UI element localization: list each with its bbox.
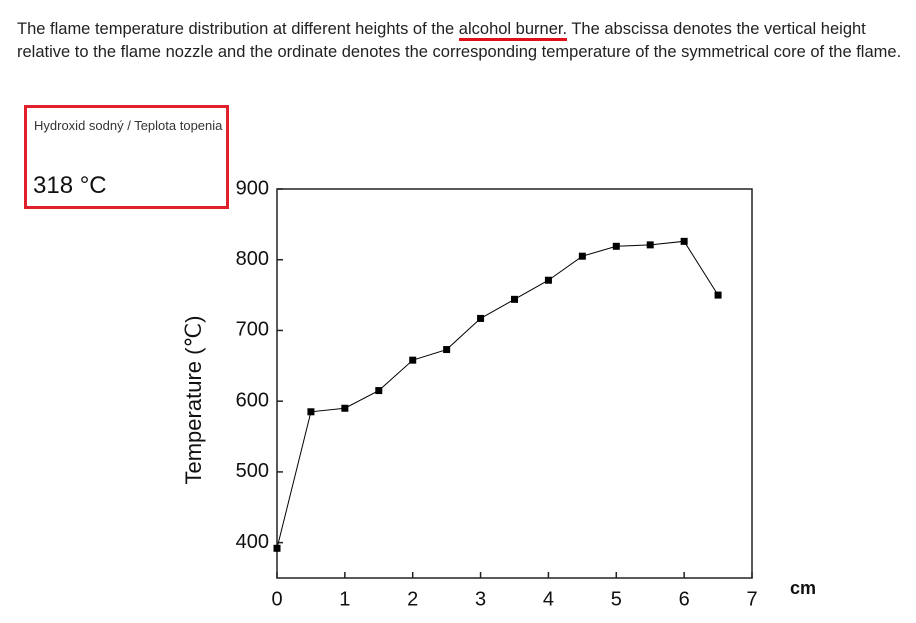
y-tick-label: 900 [236,177,269,199]
point [578,252,586,260]
point [273,544,281,552]
point [307,408,315,416]
point [443,346,451,354]
point [646,241,654,249]
y-tick-label: 400 [236,531,269,553]
point [341,404,349,412]
point [477,314,485,322]
text: The flame temperature distribution at di… [17,20,455,38]
point [511,295,518,303]
y-tick-label: 800 [236,248,269,270]
x-tick-label: 7 [746,588,757,610]
x-tick-label: 0 [271,588,282,610]
x-tick-label: 2 [407,588,418,610]
info-label: Hydroxid sodný / Teplota topenia [34,118,223,133]
plot-frame [276,188,753,579]
point [409,356,417,364]
x-tick-label: 4 [543,588,554,610]
info-box: Hydroxid sodný / Teplota topenia 318 °C [24,105,229,209]
x-unit: cm [790,578,816,598]
x-tick-label: 3 [475,588,486,610]
y-tick-label: 700 [236,319,269,341]
text: The abscissa denotes the vertical height… [17,20,902,61]
info-value: 318 °C [33,172,107,199]
highlight: alcohol burner. [458,20,568,41]
y-tick-label: 600 [236,389,269,411]
y-axis-label: Temperature (℃) [181,316,206,485]
y-tick-label: 500 [236,460,269,482]
point [680,237,688,245]
point [714,291,722,299]
point [375,387,383,395]
point [544,276,552,284]
description: The flame temperature distribution at di… [17,18,912,63]
x-tick-label: 6 [679,588,690,610]
x-tick-label: 1 [339,588,350,610]
x-tick-label: 5 [611,588,622,610]
series-line [276,240,719,549]
point [612,242,620,250]
